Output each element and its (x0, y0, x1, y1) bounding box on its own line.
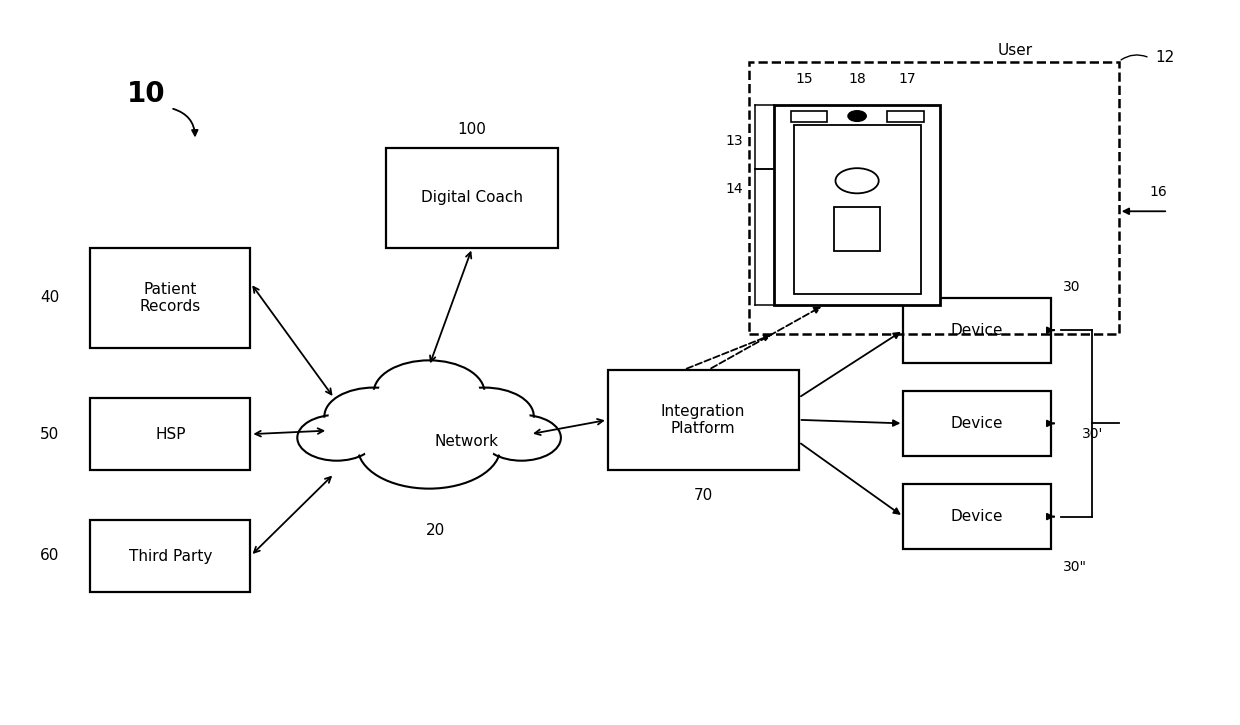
FancyBboxPatch shape (774, 104, 940, 305)
FancyBboxPatch shape (91, 520, 250, 592)
Circle shape (435, 388, 533, 445)
Circle shape (848, 111, 867, 121)
Circle shape (836, 168, 879, 194)
Text: HSP: HSP (155, 427, 186, 442)
FancyBboxPatch shape (608, 370, 799, 470)
Text: 20: 20 (425, 523, 445, 539)
Text: Network: Network (434, 434, 498, 449)
Text: 70: 70 (693, 488, 713, 502)
Circle shape (325, 388, 423, 445)
Text: Integration
Platform: Integration Platform (661, 404, 745, 436)
Circle shape (482, 415, 560, 460)
Circle shape (373, 360, 485, 425)
Text: 17: 17 (898, 72, 916, 86)
Text: 15: 15 (795, 72, 812, 86)
Text: Device: Device (951, 323, 1003, 338)
FancyBboxPatch shape (91, 248, 250, 348)
Text: 13: 13 (725, 133, 743, 148)
Circle shape (357, 405, 501, 489)
Circle shape (379, 363, 479, 422)
Text: User: User (998, 44, 1033, 58)
Text: Third Party: Third Party (129, 549, 212, 563)
FancyBboxPatch shape (91, 398, 250, 470)
Text: 30': 30' (1081, 427, 1104, 442)
Text: 14: 14 (725, 182, 743, 196)
FancyBboxPatch shape (386, 147, 558, 248)
Text: 100: 100 (458, 122, 486, 137)
Text: 30: 30 (1064, 281, 1081, 294)
Circle shape (365, 410, 494, 484)
Text: 16: 16 (1149, 185, 1167, 199)
Text: 12: 12 (1156, 51, 1176, 65)
Text: Device: Device (951, 416, 1003, 431)
Text: 50: 50 (41, 427, 60, 442)
Text: 10: 10 (126, 80, 165, 108)
Text: 40: 40 (41, 291, 60, 305)
Circle shape (301, 417, 372, 458)
Text: 60: 60 (40, 549, 60, 563)
Text: Patient
Records: Patient Records (140, 282, 201, 314)
Text: Digital Coach: Digital Coach (422, 190, 523, 205)
FancyBboxPatch shape (903, 392, 1052, 456)
Text: 30": 30" (1064, 560, 1087, 573)
FancyBboxPatch shape (833, 207, 880, 251)
Circle shape (298, 415, 376, 460)
Text: Device: Device (951, 509, 1003, 524)
Text: 18: 18 (848, 72, 866, 86)
FancyBboxPatch shape (903, 298, 1052, 362)
Circle shape (486, 417, 557, 458)
FancyBboxPatch shape (887, 110, 924, 122)
FancyBboxPatch shape (791, 110, 827, 122)
Circle shape (330, 391, 418, 442)
Circle shape (440, 391, 528, 442)
FancyBboxPatch shape (794, 125, 920, 294)
FancyBboxPatch shape (903, 484, 1052, 549)
